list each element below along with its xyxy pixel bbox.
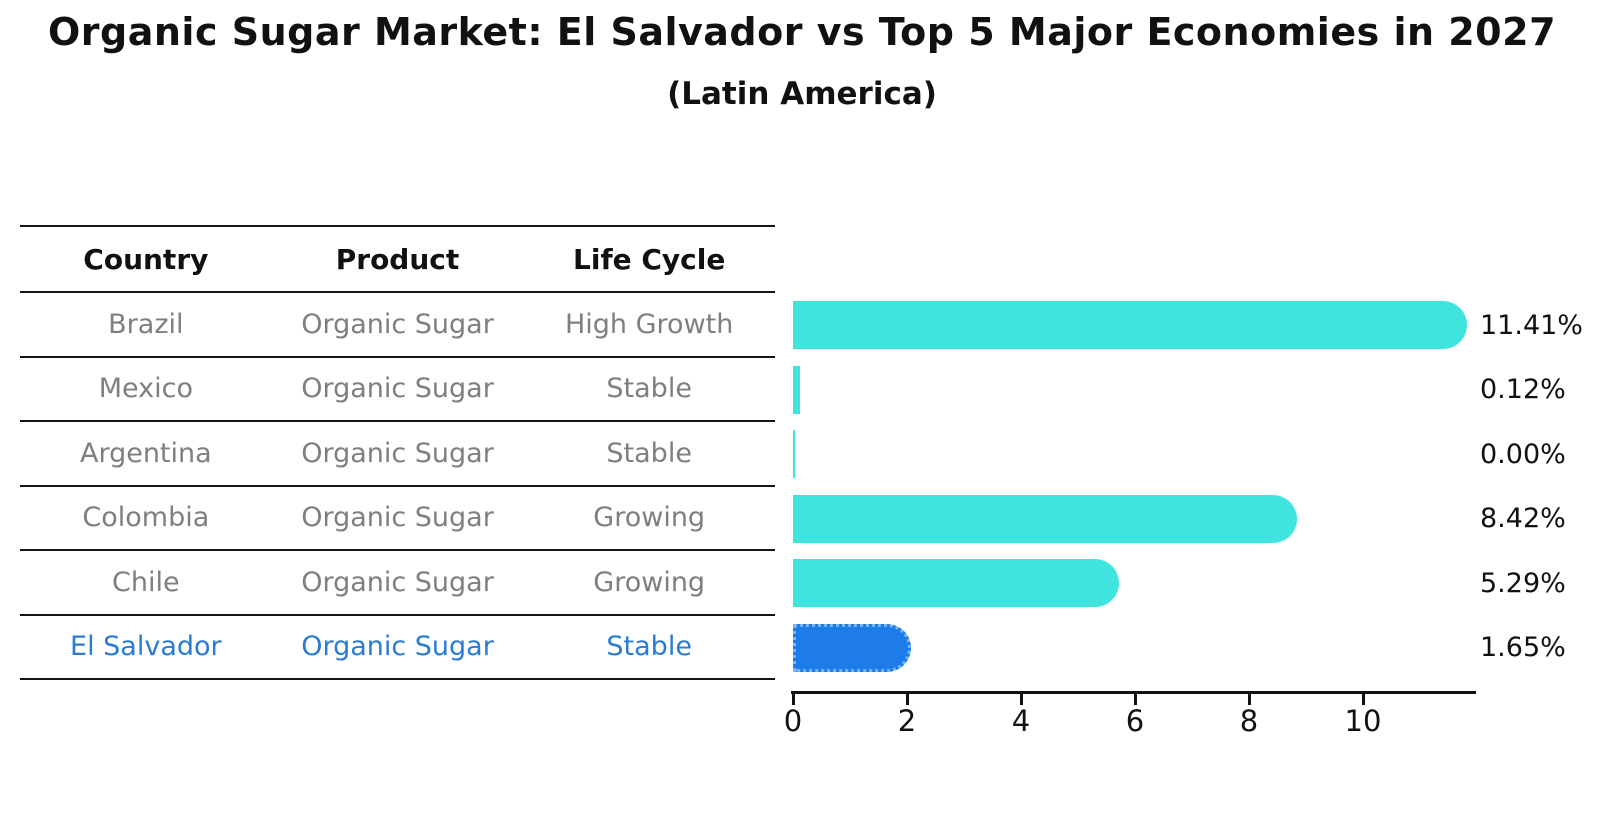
- table-row: Brazil Organic Sugar High Growth: [20, 293, 775, 358]
- page-subtitle: (Latin America): [667, 76, 937, 112]
- cell-life-cycle: Stable: [606, 631, 692, 663]
- cell-product: Organic Sugar: [301, 437, 494, 469]
- table-row: Colombia Organic Sugar Growing: [20, 487, 775, 551]
- tick-label: 8: [1239, 704, 1259, 738]
- x-axis-tick: 10: [1333, 691, 1393, 736]
- tick-label: 6: [1125, 704, 1145, 738]
- x-axis-tick: 4: [991, 691, 1051, 736]
- table-row: Mexico Organic Sugar Stable: [20, 358, 775, 422]
- tick-label: 4: [1011, 704, 1031, 738]
- tick-mark: [905, 694, 909, 705]
- column-header-life-cycle: Life Cycle: [573, 242, 726, 276]
- cell-country: Brazil: [108, 308, 184, 340]
- cell-product: Organic Sugar: [301, 308, 494, 340]
- page-title: Organic Sugar Market: El Salvador vs Top…: [47, 10, 1557, 54]
- tick-label: 2: [897, 704, 917, 738]
- cell-country: El Salvador: [70, 631, 222, 663]
- bar-row-chile: [793, 559, 1119, 607]
- x-axis-tick: 6: [1105, 691, 1165, 736]
- table-row: Chile Organic Sugar Growing: [20, 551, 775, 616]
- value-label-chile: 5.29%: [1480, 567, 1566, 599]
- cell-product: Organic Sugar: [301, 566, 494, 598]
- bar-row-brazil: [793, 301, 1468, 349]
- cell-product: Organic Sugar: [301, 373, 494, 405]
- tick-mark: [791, 694, 795, 705]
- table-row-el-salvador-highlighted: El Salvador Organic Sugar Stable: [20, 616, 775, 680]
- cell-life-cycle: Growing: [593, 502, 706, 534]
- column-header-product: Product: [335, 242, 460, 276]
- cell-product: Organic Sugar: [301, 631, 494, 663]
- cell-product: Organic Sugar: [301, 502, 494, 534]
- table-header-row: Country Product Life Cycle: [20, 225, 775, 293]
- cell-life-cycle: Stable: [606, 437, 692, 469]
- table-row: Argentina Organic Sugar Stable: [20, 422, 775, 487]
- bar-mexico: [793, 365, 800, 414]
- bar-row-el-salvador: [793, 623, 912, 672]
- bar-colombia: [793, 494, 1297, 543]
- tick-label: 10: [1344, 704, 1382, 738]
- x-axis-line: [791, 691, 1476, 694]
- tick-mark: [1133, 694, 1137, 705]
- cell-country: Mexico: [98, 373, 193, 405]
- value-label-mexico: 0.12%: [1480, 374, 1566, 405]
- bar-el-salvador-highlighted: [793, 623, 912, 672]
- country-table: Country Product Life Cycle Brazil Organi…: [20, 225, 775, 680]
- bar-brazil: [793, 301, 1468, 349]
- cell-country: Chile: [112, 566, 180, 598]
- value-label-brazil: 11.41%: [1480, 309, 1583, 341]
- tick-mark: [1361, 694, 1365, 705]
- tick-mark: [1247, 694, 1251, 705]
- value-label-argentina: 0.00%: [1480, 438, 1566, 470]
- bar-chile: [793, 559, 1119, 607]
- value-label-el-salvador: 1.65%: [1480, 632, 1566, 663]
- column-header-country: Country: [83, 242, 209, 276]
- cell-life-cycle: High Growth: [564, 308, 734, 340]
- cell-life-cycle: Stable: [606, 373, 692, 405]
- bar-row-argentina: [793, 430, 795, 478]
- bar-row-colombia: [793, 494, 1297, 543]
- cell-country: Colombia: [82, 502, 210, 534]
- tick-label: 0: [783, 704, 803, 738]
- cell-country: Argentina: [79, 437, 212, 469]
- bar-row-mexico: [793, 365, 800, 414]
- value-label-colombia: 8.42%: [1480, 503, 1566, 534]
- x-axis-tick: 0: [763, 691, 823, 736]
- bar-argentina: [793, 430, 795, 478]
- x-axis-tick: 2: [877, 691, 937, 736]
- cell-life-cycle: Growing: [593, 566, 706, 598]
- tick-mark: [1019, 694, 1023, 705]
- x-axis-tick: 8: [1219, 691, 1279, 736]
